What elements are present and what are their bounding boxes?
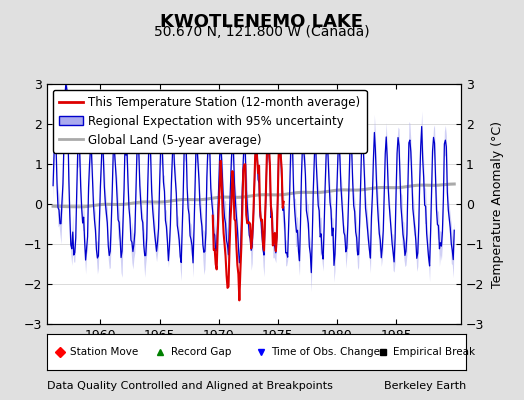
- Text: Data Quality Controlled and Aligned at Breakpoints: Data Quality Controlled and Aligned at B…: [47, 381, 333, 391]
- Text: Empirical Break: Empirical Break: [393, 347, 475, 357]
- Text: Record Gap: Record Gap: [171, 347, 231, 357]
- Legend: This Temperature Station (12-month average), Regional Expectation with 95% uncer: This Temperature Station (12-month avera…: [53, 90, 366, 152]
- Text: 50.670 N, 121.800 W (Canada): 50.670 N, 121.800 W (Canada): [154, 25, 370, 39]
- Y-axis label: Temperature Anomaly (°C): Temperature Anomaly (°C): [492, 120, 504, 288]
- Text: Station Move: Station Move: [70, 347, 138, 357]
- Text: Berkeley Earth: Berkeley Earth: [384, 381, 466, 391]
- Text: Time of Obs. Change: Time of Obs. Change: [271, 347, 380, 357]
- Text: KWOTLENEMO LAKE: KWOTLENEMO LAKE: [160, 13, 364, 31]
